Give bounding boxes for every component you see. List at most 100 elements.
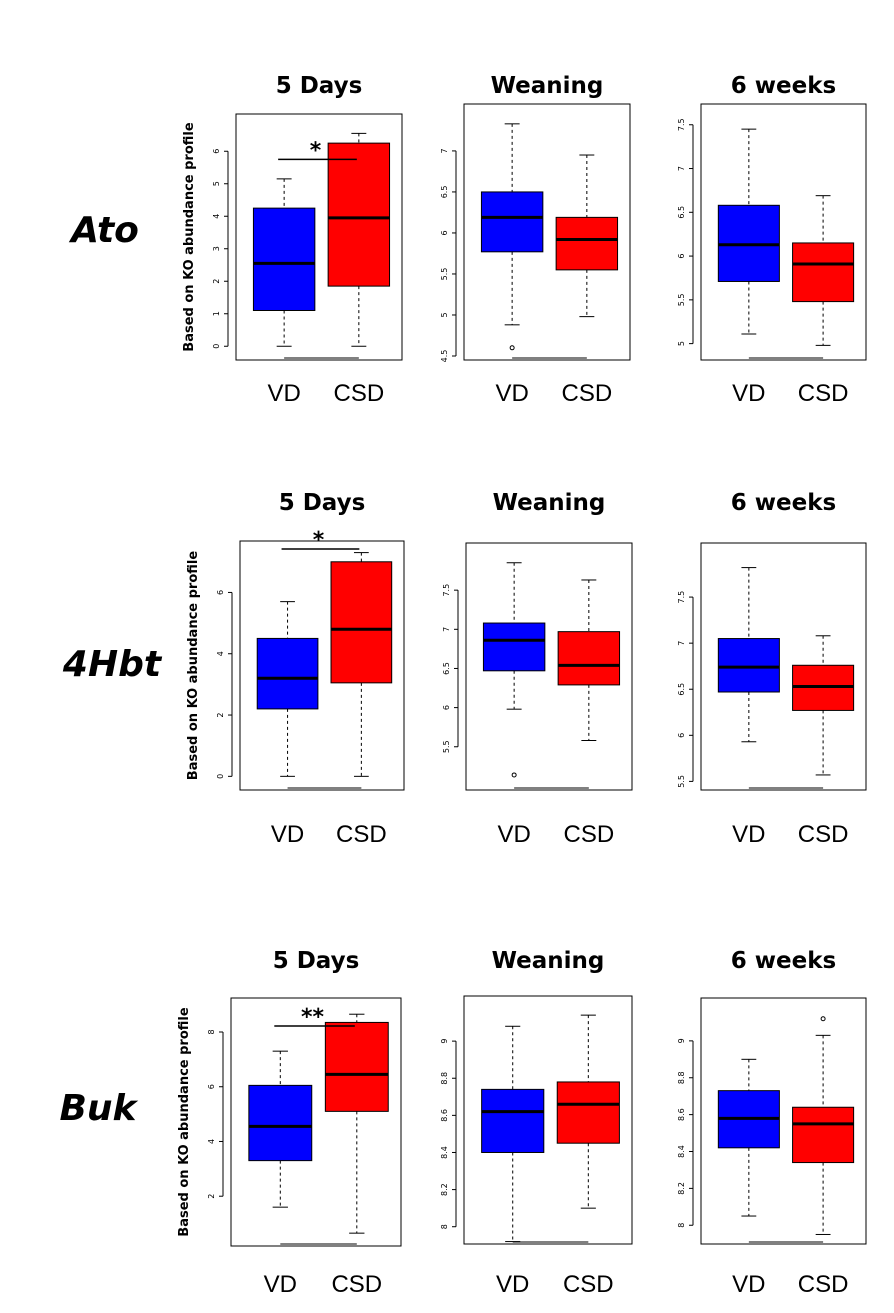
y-tick-label: 8 <box>440 1224 449 1229</box>
box-csd <box>324 1013 389 1234</box>
iqr-box <box>330 561 393 684</box>
y-tick-label: 7 <box>442 627 451 632</box>
y-tick-label: 6 <box>677 254 686 259</box>
group-label-vd: VD <box>495 380 528 407</box>
y-tick-label: 8.8 <box>440 1072 449 1085</box>
iqr-box <box>480 191 544 253</box>
significance-marker: * <box>313 528 325 553</box>
y-tick-label: 5.5 <box>442 740 451 753</box>
plot-frame <box>463 995 633 1245</box>
group-label-csd: CSD <box>336 821 387 848</box>
panel-ato-5-days: 5 Days 0 1 2 3 4 5 6 Based on KO abundance profi… <box>182 73 403 407</box>
y-tick-label: 9 <box>677 1038 686 1043</box>
plot-frame <box>700 997 867 1245</box>
panel-title: 6 weeks <box>731 73 836 99</box>
group-label-csd: CSD <box>562 380 613 407</box>
y-tick-label: 7.5 <box>677 118 686 131</box>
y-tick-label: 4 <box>207 1139 216 1144</box>
y-tick-label: 6 <box>207 1084 216 1089</box>
y-tick-label: 9 <box>440 1039 449 1044</box>
box-vd <box>252 178 316 347</box>
panel-title: 6 weeks <box>731 948 836 974</box>
y-tick-label: 4 <box>216 651 225 656</box>
box-vd <box>480 123 544 351</box>
group-label-csd: CSD <box>798 380 849 407</box>
group-label-csd: CSD <box>331 1271 382 1298</box>
y-tick-label: 6 <box>216 590 225 595</box>
group-label-vd: VD <box>732 1271 765 1298</box>
panel-buk-6-weeks: 6 weeks 8 8.2 8.4 8.6 8.8 9 VD CSD <box>677 948 867 1298</box>
box-vd <box>248 1050 313 1208</box>
row-label-4hbt: 4Hbt <box>62 644 163 685</box>
panel-4hbt-6-weeks: 6 weeks 5.5 6 6.5 7 7.5 VD CSD <box>677 490 867 848</box>
plot-frame <box>700 103 867 361</box>
y-tick-label: 7 <box>440 148 449 153</box>
y-tick-label: 5 <box>677 341 686 346</box>
panel-title: 5 Days <box>273 948 360 974</box>
plot-frame <box>239 540 405 791</box>
iqr-box <box>556 1081 620 1144</box>
y-tick-label: 8 <box>207 1029 216 1034</box>
group-label-csd: CSD <box>798 1271 849 1298</box>
y-tick-label: 6 <box>212 149 221 154</box>
iqr-box <box>792 242 855 303</box>
y-axis-label: Based on KO abundance profile <box>182 122 197 352</box>
y-tick-label: 5.5 <box>440 268 449 281</box>
panel-buk-weaning: Weaning 8 8.2 8.4 8.6 8.8 9 VD CSD <box>440 948 633 1298</box>
y-tick-label: 6.5 <box>442 662 451 675</box>
group-label-vd: VD <box>496 1271 529 1298</box>
y-tick-label: 8.6 <box>677 1108 686 1121</box>
panel-ato-6-weeks: 6 weeks 5 5.5 6 6.5 7 7.5 VD CSD <box>677 73 867 407</box>
iqr-box <box>717 638 780 693</box>
box-csd <box>330 552 393 777</box>
outlier-point <box>820 1016 826 1022</box>
group-label-vd: VD <box>264 1271 297 1298</box>
y-tick-label: 4 <box>212 214 221 219</box>
y-tick-label: 2 <box>207 1194 216 1199</box>
box-csd <box>555 154 619 318</box>
significance-marker: ** <box>301 1005 325 1030</box>
box-csd <box>792 195 855 346</box>
y-tick-label: 7.5 <box>442 584 451 597</box>
box-csd <box>327 132 391 347</box>
panel-title: 5 Days <box>279 490 366 516</box>
group-label-csd: CSD <box>334 380 385 407</box>
y-tick-label: 4.5 <box>440 350 449 363</box>
y-tick-label: 5.5 <box>677 293 686 306</box>
y-tick-label: 6.5 <box>440 186 449 199</box>
iqr-box <box>327 142 391 287</box>
iqr-box <box>252 207 316 311</box>
iqr-box <box>324 1021 389 1112</box>
y-tick-label: 0 <box>216 774 225 779</box>
box-vd <box>482 562 546 778</box>
y-tick-label: 6 <box>440 230 449 235</box>
y-axis-label: Based on KO abundance profile <box>177 1007 192 1237</box>
panel-title: Weaning <box>491 73 604 99</box>
row-label-ato: Ato <box>68 210 139 251</box>
box-vd <box>717 128 780 335</box>
boxplot-panels: 5 Days 0 1 2 3 4 5 6 Based on KO abundance profi… <box>177 73 867 1298</box>
significance-marker: * <box>310 138 322 163</box>
iqr-box <box>256 637 319 710</box>
box-vd <box>717 1058 780 1217</box>
group-label-vd: VD <box>497 821 530 848</box>
row-labels: Ato 4Hbt Buk <box>59 210 162 1129</box>
plot-frame <box>235 113 403 361</box>
panel-buk-5-days: 5 Days 2 4 6 8 Based on KO abundance profile V… <box>177 948 402 1298</box>
y-tick-label: 5 <box>212 181 221 186</box>
y-tick-label: 6 <box>677 733 686 738</box>
box-csd <box>792 1016 855 1235</box>
panel-4hbt-weaning: Weaning 5.5 6 6.5 7 7.5 VD CSD <box>442 490 633 848</box>
y-tick-label: 8 <box>677 1223 686 1228</box>
y-tick-label: 7.5 <box>677 591 686 604</box>
plot-frame <box>463 103 631 361</box>
box-vd <box>256 601 319 777</box>
y-tick-label: 5.5 <box>677 775 686 788</box>
panel-title: 5 Days <box>276 73 363 99</box>
iqr-box <box>482 622 546 672</box>
plot-frame <box>465 542 633 791</box>
outlier-point <box>509 345 515 351</box>
y-tick-label: 7 <box>677 641 686 646</box>
group-label-vd: VD <box>267 380 300 407</box>
y-axis-label: Based on KO abundance profile <box>186 551 201 781</box>
